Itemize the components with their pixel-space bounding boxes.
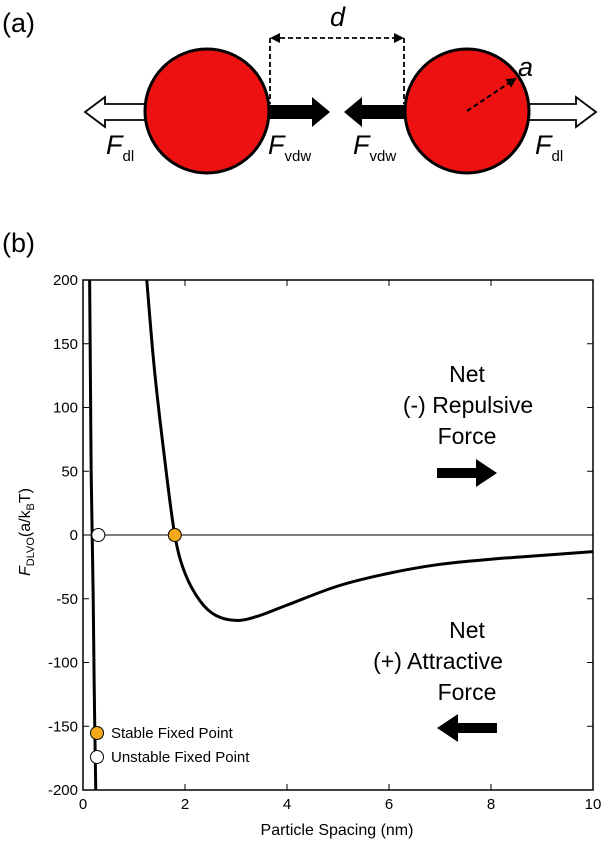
x-tick-label: 10 <box>585 796 602 813</box>
vdw-force-arrow-right <box>268 97 330 127</box>
x-tick-label: 0 <box>79 796 87 813</box>
force-label-dl-right: Fdl <box>535 130 563 165</box>
panel-a: (a) d a Fdl Fvd <box>2 2 598 175</box>
series-line-1 <box>88 280 98 790</box>
repulsive-annotation: Net (-) Repulsive Force <box>403 361 533 487</box>
y-tick-label: 100 <box>53 400 78 417</box>
repulsive-line2: (-) Repulsive <box>403 392 533 418</box>
attractive-annotation: Net (+) Attractive Force <box>373 617 503 742</box>
attractive-line3: Force <box>438 679 497 705</box>
panel-b: (b) 0 2 4 6 8 10 -200 -150 -100 -50 0 50 100 150 200 P… <box>2 228 601 839</box>
series-line-0 <box>145 280 593 622</box>
repulsive-line1: Net <box>449 361 485 387</box>
y-axis-label: FDLVO(a/kBT) <box>17 488 37 576</box>
particle-left <box>143 47 271 175</box>
y-tick-label: -200 <box>48 782 78 799</box>
panel-a-label: (a) <box>2 8 35 38</box>
x-tick-label: 2 <box>181 796 189 813</box>
legend-marker-stable <box>90 726 104 740</box>
force-label-vdw-right: Fvdw <box>353 130 396 165</box>
repulsive-line3: Force <box>438 423 497 449</box>
y-tick-label: -150 <box>48 718 78 735</box>
x-tick-label: 4 <box>283 796 291 813</box>
y-tick-label: -100 <box>48 655 78 672</box>
attractive-arrow-left <box>437 714 497 742</box>
panel-b-label: (b) <box>2 228 35 258</box>
x-tick-label: 6 <box>385 796 393 813</box>
attractive-line1: Net <box>449 617 485 643</box>
y-tick-label: 200 <box>53 272 78 289</box>
legend-label-stable: Stable Fixed Point <box>111 725 234 742</box>
y-tick-label: 50 <box>61 463 78 480</box>
plot-curves <box>83 280 593 790</box>
y-tick-label: -50 <box>56 591 78 608</box>
y-tick-label: 150 <box>53 336 78 353</box>
repulsive-arrow-right <box>437 459 497 487</box>
stable-fixed-point-marker <box>167 528 182 542</box>
force-label-dl-left: Fdl <box>106 130 134 165</box>
x-tick-label: 8 <box>487 796 495 813</box>
distance-symbol: d <box>330 2 346 32</box>
vdw-force-arrow-left <box>344 97 406 127</box>
x-axis-label: Particle Spacing (nm) <box>261 822 414 839</box>
legend-label-unstable: Unstable Fixed Point <box>111 749 250 766</box>
unstable-fixed-point-marker <box>91 528 106 542</box>
attractive-line2: (+) Attractive <box>373 648 503 674</box>
legend-item-stable: Stable Fixed Point <box>90 725 234 742</box>
radius-arrow <box>466 77 517 112</box>
legend-marker-unstable <box>90 750 104 764</box>
double-layer-force-arrow-right <box>519 95 598 129</box>
force-label-vdw-left: Fvdw <box>268 130 311 165</box>
legend: Stable Fixed Point Unstable Fixed Point <box>90 725 250 766</box>
distance-bracket <box>269 33 405 104</box>
plot-fixed-points <box>91 528 182 542</box>
double-layer-force-arrow-left <box>83 95 151 129</box>
radius-symbol: a <box>518 52 533 82</box>
legend-item-unstable: Unstable Fixed Point <box>90 749 250 766</box>
y-tick-label: 0 <box>70 527 78 544</box>
